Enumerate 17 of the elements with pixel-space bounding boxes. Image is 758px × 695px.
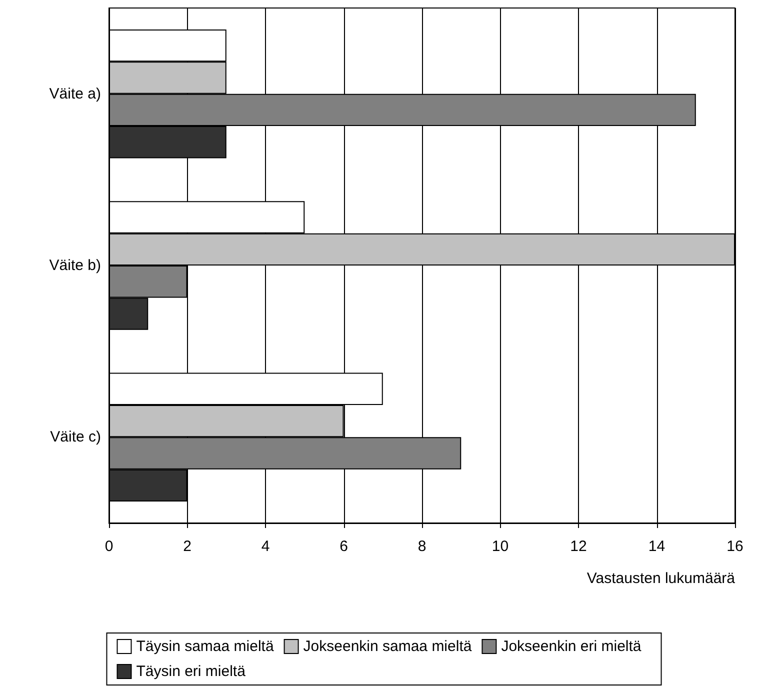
x-tick-label: 2	[183, 538, 192, 555]
legend-label: Jokseenkin eri mieltä	[501, 638, 642, 655]
x-tick-label: 4	[261, 538, 270, 555]
legend-label: Täysin eri mieltä	[136, 663, 246, 680]
x-tick-label: 6	[340, 538, 348, 555]
legend-label: Täysin samaa mieltä	[136, 638, 274, 655]
legend-label: Jokseenkin samaa mieltä	[303, 638, 472, 655]
x-tick-label: 10	[492, 538, 509, 555]
y-tick-label: Väite b)	[49, 257, 101, 274]
y-tick-label: Väite a)	[49, 85, 101, 102]
x-axis-title: Vastausten lukumäärä	[586, 570, 736, 587]
x-tick-label: 16	[726, 538, 744, 555]
y-tick-label: Väite c)	[50, 428, 101, 446]
x-tick-label: 8	[418, 538, 426, 555]
x-tick-label: 0	[104, 538, 114, 555]
x-tick-label: 12	[570, 538, 587, 555]
x-tick-label: 14	[648, 538, 666, 555]
